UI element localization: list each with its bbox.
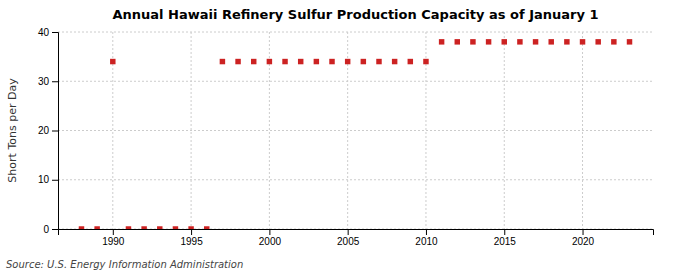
x-tick: 2010 [415,229,438,247]
point [329,59,334,64]
y-tick-label: 0 [43,224,49,235]
point [188,226,193,229]
source-note: Source: U.S. Energy Information Administ… [6,259,243,270]
x-tick-mark [504,229,505,235]
x-tick-mark [191,229,192,235]
x-tick-label: 1990 [102,236,125,247]
y-axis-line [52,33,59,230]
x-tick-label: 1995 [180,236,203,247]
y-axis-title: Short Tons per Day [6,78,19,183]
x-tick-mark [426,229,427,235]
point [220,59,225,64]
point [173,226,178,229]
x-tick-label: 2005 [337,236,360,247]
point [595,39,600,44]
x-grid-line [582,32,583,229]
y-tick-mark [52,229,58,230]
x-tick-label: 2000 [259,236,282,247]
x-grid-line [191,32,192,229]
point [204,226,209,229]
point [298,59,303,64]
y-tick-mark [52,131,58,132]
point [157,226,162,229]
y-grid-line [58,179,653,180]
point [126,226,131,229]
point [376,59,381,64]
y-tick-mark [52,81,58,82]
x-axis: 1990 1995 2000 2005 2010 2015 2020 [59,229,654,247]
x-tick: 2020 [572,229,595,247]
x-axis-line [59,230,654,236]
point [392,59,397,64]
x-tick-mark [583,229,584,235]
y-grid-line [58,81,653,82]
point [564,39,569,44]
x-tick: 2000 [259,229,282,247]
point [79,226,84,229]
point [517,39,522,44]
point [533,39,538,44]
point [361,59,366,64]
x-tick-label: 2020 [572,236,595,247]
y-tick-label: 10 [38,174,50,185]
point [455,39,460,44]
point [251,59,256,64]
y-tick-label: 30 [38,76,50,87]
y-axis: 0 10 20 30 40 [38,27,59,235]
x-grid-line [504,32,505,229]
y-tick: 0 [43,224,58,235]
point [314,59,319,64]
x-tick: 1990 [102,229,125,247]
plot-area: 1990 1995 2000 2005 2010 2015 2020 0 10 20 30 40 [38,27,654,247]
point [502,39,507,44]
point [580,39,585,44]
x-tick-mark [113,229,114,235]
point [627,39,632,44]
point [110,59,115,64]
y-tick-mark [52,32,58,33]
point [548,39,553,44]
title: Annual Hawaii Refinery Sulfur Production… [112,7,598,22]
point [408,59,413,64]
x-tick-label: 2010 [415,236,438,247]
y-tick: 30 [38,76,58,87]
point [345,59,350,64]
x-tick-mark [348,229,349,235]
y-tick: 10 [38,174,58,185]
x-tick: 2015 [494,229,517,247]
point [235,59,240,64]
x-tick: 1995 [180,229,203,247]
y-tick: 20 [38,125,58,136]
x-tick-mark [269,229,270,235]
point [486,39,491,44]
y-tick-mark [52,180,58,181]
y-grid-line [58,32,653,33]
x-tick: 2005 [337,229,360,247]
point [141,226,146,229]
y-tick-label: 20 [38,125,50,136]
chart: 1990 1995 2000 2005 2010 2015 2020 0 10 20 30 40 Ann… [0,0,675,275]
point [94,226,99,229]
point [282,59,287,64]
grid [58,32,653,229]
x-tick-label: 2015 [494,236,517,247]
point [470,39,475,44]
point [423,59,428,64]
y-tick-label: 40 [38,27,50,38]
point [439,39,444,44]
point [611,39,616,44]
y-grid-line [58,130,653,131]
points [79,39,633,229]
point [267,59,272,64]
y-tick: 40 [38,27,58,38]
